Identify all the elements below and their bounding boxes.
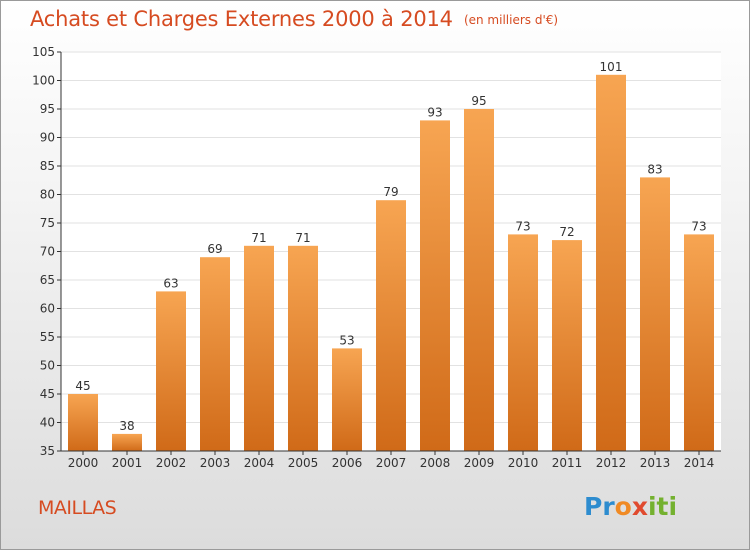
title-row: Achats et Charges Externes 2000 à 2014 (… — [30, 7, 558, 31]
bar-value-label: 93 — [427, 105, 442, 119]
y-tick-label: 105 — [32, 45, 55, 59]
y-tick-label: 45 — [40, 387, 55, 401]
y-tick-label: 100 — [32, 74, 55, 88]
x-tick-label: 2009 — [464, 456, 495, 470]
bar-value-label: 72 — [559, 225, 574, 239]
chart-title: Achats et Charges Externes 2000 à 2014 — [30, 7, 453, 31]
bar — [288, 245, 318, 451]
bar — [596, 74, 626, 452]
bar — [684, 234, 714, 451]
x-tick-label: 2014 — [684, 456, 715, 470]
y-tick-label: 65 — [40, 273, 55, 287]
bar — [464, 109, 494, 451]
logo-part-3: x — [631, 492, 648, 521]
bars — [68, 74, 714, 452]
x-tick-label: 2002 — [156, 456, 187, 470]
bar — [376, 200, 406, 451]
y-tick-label: 40 — [40, 416, 55, 430]
bar — [640, 177, 670, 451]
bar — [508, 234, 538, 451]
bar-value-label: 95 — [471, 94, 486, 108]
x-tick-label: 2010 — [508, 456, 539, 470]
y-tick-label: 85 — [40, 159, 55, 173]
x-tick-label: 2004 — [244, 456, 275, 470]
bar — [552, 240, 582, 451]
bar-value-label: 83 — [647, 162, 662, 176]
y-tick-label: 50 — [40, 359, 55, 373]
x-tick-label: 2005 — [288, 456, 319, 470]
bar-value-label: 73 — [515, 219, 530, 233]
bar — [112, 433, 142, 451]
x-tick-label: 2013 — [640, 456, 671, 470]
y-tick-label: 35 — [40, 444, 55, 458]
y-tick-label: 90 — [40, 131, 55, 145]
bar — [420, 120, 450, 452]
x-tick-label: 2012 — [596, 456, 627, 470]
chart-subtitle: (en milliers d'€) — [463, 13, 559, 27]
x-tick-label: 2011 — [552, 456, 583, 470]
commune-name: MAILLAS — [38, 497, 117, 519]
bar-value-label: 71 — [295, 231, 310, 245]
x-tick-label: 2003 — [200, 456, 231, 470]
y-tick-label: 75 — [40, 216, 55, 230]
bar-value-label: 73 — [691, 219, 706, 233]
y-tick-label: 95 — [40, 102, 55, 116]
proxiti-logo: Proxiti — [584, 492, 677, 521]
x-tick-label: 2008 — [420, 456, 451, 470]
x-tick-label: 2006 — [332, 456, 363, 470]
bar-value-label: 71 — [251, 231, 266, 245]
bar-value-labels: 45 38 63 69 71 71 53 79 93 95 73 72 101 83 73 — [75, 60, 706, 433]
y-tick-label: 60 — [40, 302, 55, 316]
x-tick-label: 2000 — [68, 456, 99, 470]
logo-part-4: iti — [647, 492, 678, 521]
bar-value-label: 38 — [119, 419, 134, 433]
bar-value-label: 53 — [339, 333, 354, 347]
logo-part-1: Pr — [584, 492, 615, 521]
y-tick-label: 70 — [40, 245, 55, 259]
bar-value-label: 101 — [600, 60, 623, 74]
bar — [332, 348, 362, 451]
bar-value-label: 63 — [163, 276, 178, 290]
bar — [156, 291, 186, 451]
x-axis: 2000 2001 2002 2003 2004 2005 2006 2007 2008 2009… — [61, 450, 721, 470]
bar-value-label: 45 — [75, 379, 90, 393]
y-axis: 35 40 45 50 55 60 65 70 75 80 85 90 95 100 105 — [32, 45, 62, 458]
x-tick-label: 2001 — [112, 456, 143, 470]
bar-value-label: 69 — [207, 242, 222, 256]
y-tick-label: 80 — [40, 188, 55, 202]
x-tick-label: 2007 — [376, 456, 407, 470]
y-tick-label: 55 — [40, 330, 55, 344]
bar — [244, 245, 274, 451]
bar-value-label: 79 — [383, 185, 398, 199]
bar — [68, 394, 98, 451]
logo-part-2: o — [614, 492, 632, 521]
bar — [200, 257, 230, 451]
